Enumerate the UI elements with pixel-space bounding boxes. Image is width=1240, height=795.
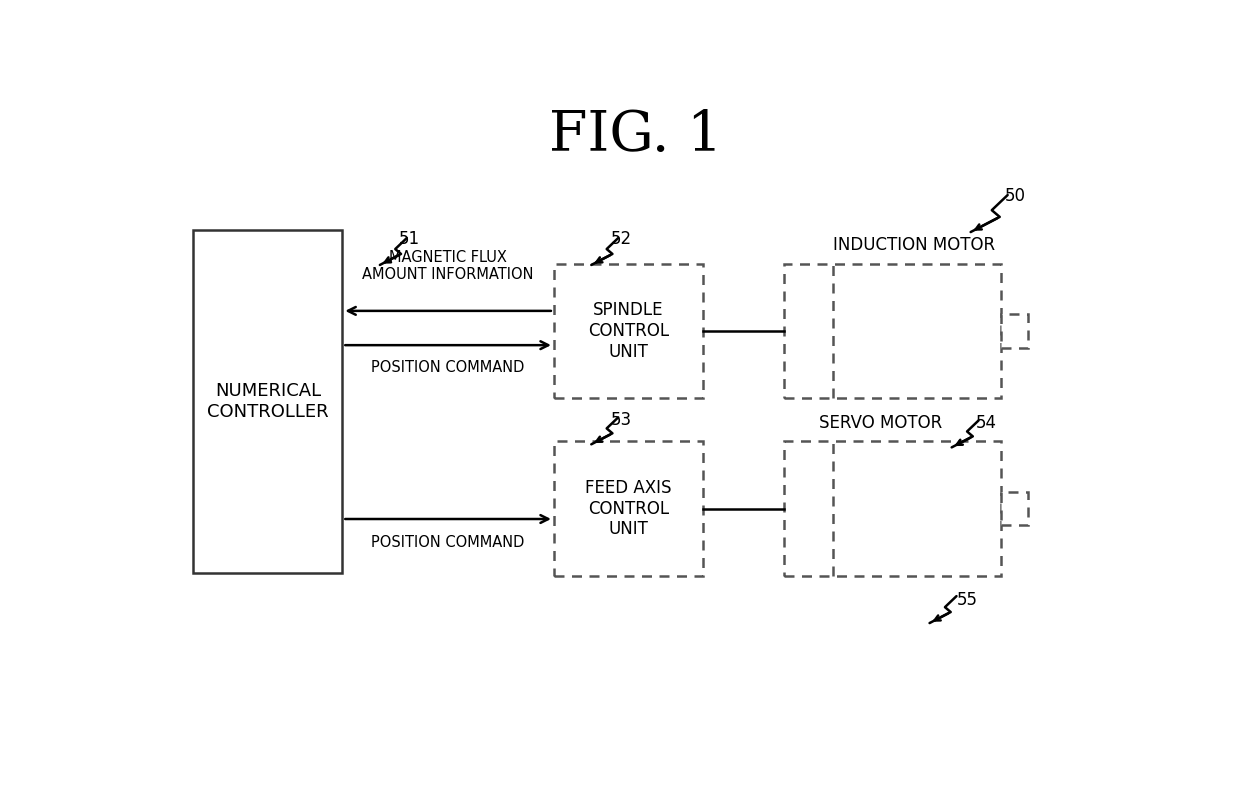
Bar <box>785 264 1001 398</box>
Text: 55: 55 <box>956 591 977 610</box>
Bar <box>1001 492 1028 525</box>
Text: 51: 51 <box>399 231 420 248</box>
Text: SPINDLE
CONTROL
UNIT: SPINDLE CONTROL UNIT <box>588 301 668 361</box>
Bar <box>785 441 1001 576</box>
Text: 53: 53 <box>610 411 631 429</box>
Bar <box>193 230 342 573</box>
Text: 50: 50 <box>1004 188 1025 205</box>
Text: SERVO MOTOR: SERVO MOTOR <box>818 414 942 432</box>
Text: 54: 54 <box>976 414 997 432</box>
Bar <box>1001 314 1028 348</box>
Text: FIG. 1: FIG. 1 <box>549 108 722 162</box>
Bar <box>554 264 703 398</box>
Text: POSITION COMMAND: POSITION COMMAND <box>372 360 525 375</box>
Text: POSITION COMMAND: POSITION COMMAND <box>372 535 525 550</box>
Text: NUMERICAL
CONTROLLER: NUMERICAL CONTROLLER <box>207 382 329 421</box>
Text: FEED AXIS
CONTROL
UNIT: FEED AXIS CONTROL UNIT <box>585 479 672 538</box>
Text: INDUCTION MOTOR: INDUCTION MOTOR <box>833 236 996 254</box>
Bar <box>554 441 703 576</box>
Text: 52: 52 <box>610 231 631 248</box>
Text: MAGNETIC FLUX
AMOUNT INFORMATION: MAGNETIC FLUX AMOUNT INFORMATION <box>362 250 534 282</box>
